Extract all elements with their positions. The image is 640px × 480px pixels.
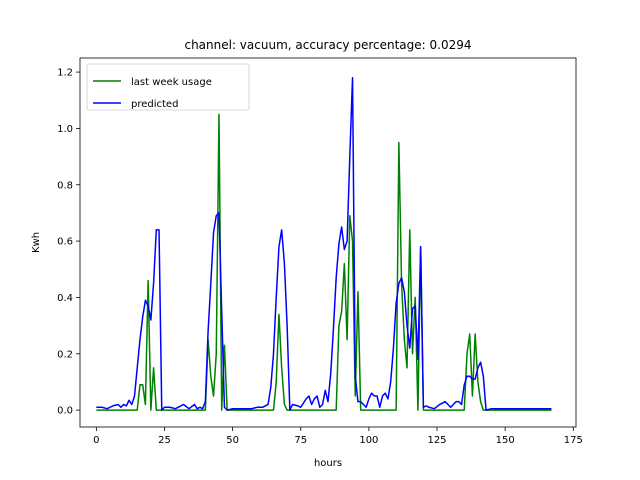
y-tick-label: 1.2 bbox=[57, 68, 73, 79]
x-tick-label: 125 bbox=[427, 435, 446, 446]
x-tick-label: 75 bbox=[294, 435, 307, 446]
x-tick-label: 100 bbox=[359, 435, 378, 446]
legend-box bbox=[86, 63, 250, 111]
y-axis-label: Kwh bbox=[31, 232, 42, 253]
y-tick-label: 0.8 bbox=[57, 180, 73, 191]
series-line-predicted bbox=[96, 76, 552, 411]
x-tick-label: 0 bbox=[93, 435, 99, 446]
y-tick-label: 0.2 bbox=[57, 349, 73, 360]
legend: last week usage predicted bbox=[86, 63, 250, 111]
y-tick-label: 0.0 bbox=[57, 406, 73, 417]
y-tick-label: 0.6 bbox=[57, 237, 73, 248]
x-axis-label: hours bbox=[314, 458, 342, 469]
series-line-last-week-usage bbox=[96, 113, 552, 411]
plot-frame bbox=[79, 57, 577, 428]
y-tick-label: 0.4 bbox=[57, 293, 73, 304]
x-tick-label: 25 bbox=[158, 435, 171, 446]
chart-title: channel: vacuum, accuracy percentage: 0.… bbox=[184, 38, 471, 52]
x-tick-label: 50 bbox=[226, 435, 239, 446]
plot-layer bbox=[96, 76, 552, 411]
x-tick-label: 175 bbox=[564, 435, 583, 446]
legend-label-predicted: predicted bbox=[131, 99, 178, 110]
tick-layer: 0 25 50 75 100 125 150 175 0.0 0.2 0.4 0.6 0.8 1.0 1.2 bbox=[57, 68, 583, 446]
y-tick-label: 1.0 bbox=[57, 124, 73, 135]
x-tick-label: 150 bbox=[496, 435, 515, 446]
legend-label-last-week-usage: last week usage bbox=[131, 77, 212, 88]
